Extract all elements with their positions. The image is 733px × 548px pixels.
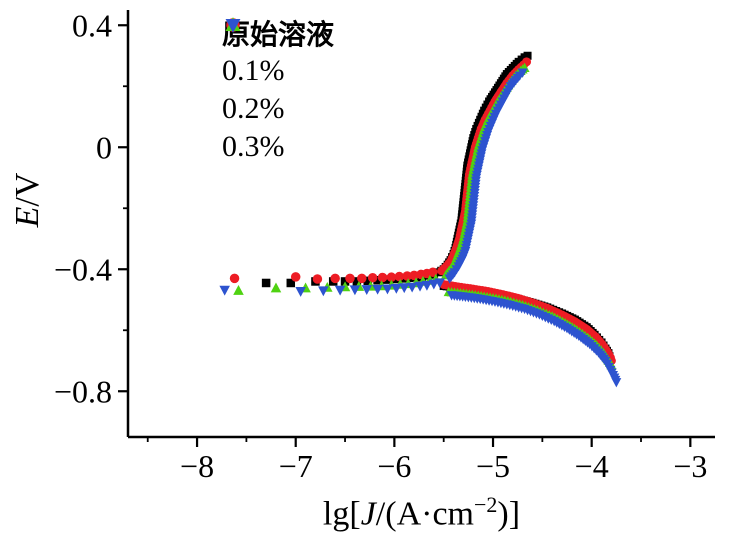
series-0.3-percent [219,68,622,388]
x-axis-label-post: )] [497,495,521,533]
x-tick-label: −5 [476,448,510,484]
x-axis-label: lg[J/(A·cm−2)] [128,492,715,533]
x-tick-label: −8 [180,448,214,484]
x-axis-label-mid: /(A·cm [375,495,474,533]
y-axis-label-unit: /V [9,172,46,207]
tick-marks: −8 −7 −6 −5 −4 −3 0.4 0 −0.4 −0.8 [54,7,707,484]
y-tick-label: −0.8 [54,373,112,409]
x-axis-label-pre: lg[ [322,495,361,533]
x-axis-label-symbol: J [360,495,376,533]
y-axis-label: E/V [9,173,47,228]
x-axis-label-exponent: −2 [473,492,498,517]
legend-label: 0.1% [222,54,285,87]
legend-item-0.3-percent: 0.3% [222,19,334,166]
legend-marker-triangle-down-icon [225,19,241,33]
x-tick-label: −3 [673,448,707,484]
legend-label: 0.3% [222,130,285,163]
x-tick-label: −4 [575,448,609,484]
x-tick-label: −7 [279,448,313,484]
legend: 原始溶液 0.1% 0.2% 0.3% [222,14,334,166]
y-tick-label: −0.4 [54,251,112,287]
y-axis-label-symbol: E [9,206,46,228]
y-tick-label: 0.4 [72,7,112,43]
legend-item-0.1-percent: 0.1% [222,18,334,90]
legend-label: 0.2% [222,92,285,125]
x-tick-label: −6 [377,448,411,484]
legend-label: 原始溶液 [222,18,335,51]
y-tick-label: 0 [96,129,112,165]
axes [126,10,715,439]
legend-item-0.2-percent: 0.2% [222,17,334,128]
